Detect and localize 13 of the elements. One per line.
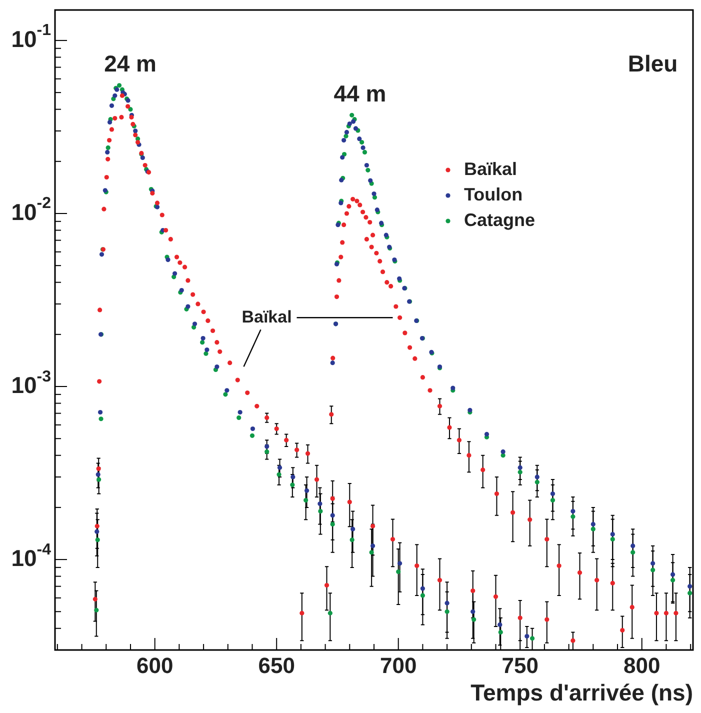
legend-label: Catagne bbox=[464, 210, 536, 230]
annotation: Baïkal bbox=[242, 307, 292, 326]
x-tick-label: 750 bbox=[502, 653, 538, 678]
x-tick-label: 700 bbox=[380, 653, 417, 678]
x-tick-label: 650 bbox=[258, 653, 295, 678]
legend-label: Toulon bbox=[464, 184, 523, 204]
annotation: 24 m bbox=[104, 50, 157, 76]
x-tick-label: 800 bbox=[624, 653, 660, 678]
legend-label: Baïkal bbox=[464, 158, 518, 179]
annotation: Bleu bbox=[628, 50, 678, 76]
x-axis-title: Temps d'arrivée (ns) bbox=[470, 679, 694, 706]
x-tick-label: 600 bbox=[136, 653, 174, 678]
annotation: 44 m bbox=[334, 80, 386, 106]
